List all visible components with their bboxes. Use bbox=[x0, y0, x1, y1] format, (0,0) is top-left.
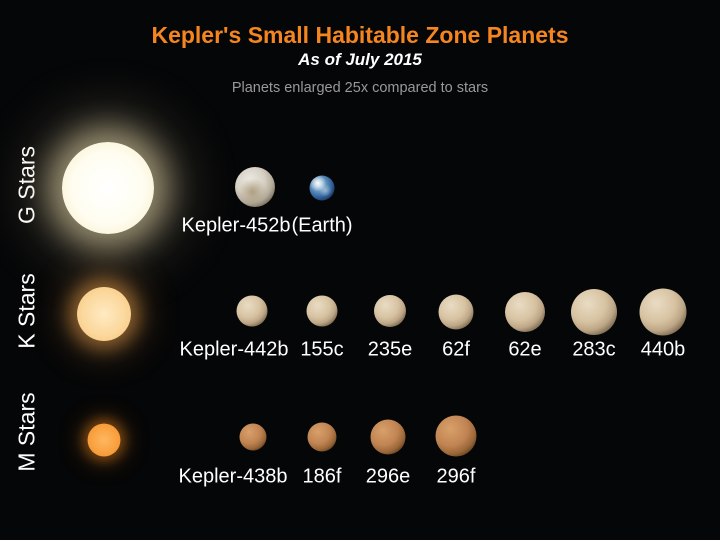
planet-kepler-442b bbox=[236, 295, 268, 327]
page-title: Kepler's Small Habitable Zone Planets bbox=[151, 22, 569, 48]
planet-label-earth: (Earth) bbox=[291, 214, 353, 237]
planet-label-kepler-452b: Kepler-452b bbox=[181, 214, 291, 237]
planet-label-kepler-442b: Kepler-442b bbox=[179, 338, 289, 361]
row-label-g-stars: G Stars bbox=[13, 146, 40, 224]
planet-label-155c: 155c bbox=[300, 338, 344, 361]
row-label-m-stars: M Stars bbox=[13, 392, 40, 472]
planet-label-296f: 296f bbox=[436, 465, 476, 488]
planet-label-440b: 440b bbox=[640, 338, 686, 361]
k-star bbox=[77, 287, 131, 341]
planet-235e bbox=[374, 295, 406, 327]
planet-283c bbox=[571, 289, 617, 335]
planet-label-kepler-438b: Kepler-438b bbox=[178, 465, 288, 488]
planet-186f bbox=[307, 422, 337, 452]
planet-label-283c: 283c bbox=[572, 338, 616, 361]
planet-label-186f: 186f bbox=[302, 465, 342, 488]
planet-label-296e: 296e bbox=[365, 465, 411, 488]
planet-440b bbox=[639, 288, 687, 336]
planet-earth bbox=[309, 175, 335, 201]
planet-label-235e: 235e bbox=[367, 338, 413, 361]
planet-kepler-438b bbox=[239, 423, 267, 451]
g-star bbox=[62, 142, 154, 234]
scale-note: Planets enlarged 25x compared to stars bbox=[231, 80, 489, 96]
planet-296e bbox=[370, 419, 406, 455]
planet-155c bbox=[306, 295, 338, 327]
planet-296f bbox=[435, 415, 477, 457]
m-star bbox=[87, 423, 121, 457]
planet-62f bbox=[438, 294, 474, 330]
page-subtitle: As of July 2015 bbox=[298, 50, 422, 69]
planet-label-62e: 62e bbox=[508, 338, 542, 361]
row-label-k-stars: K Stars bbox=[13, 273, 40, 349]
planet-62e bbox=[505, 292, 545, 332]
planet-label-62f: 62f bbox=[442, 338, 470, 361]
planet-kepler-452b bbox=[235, 167, 275, 207]
